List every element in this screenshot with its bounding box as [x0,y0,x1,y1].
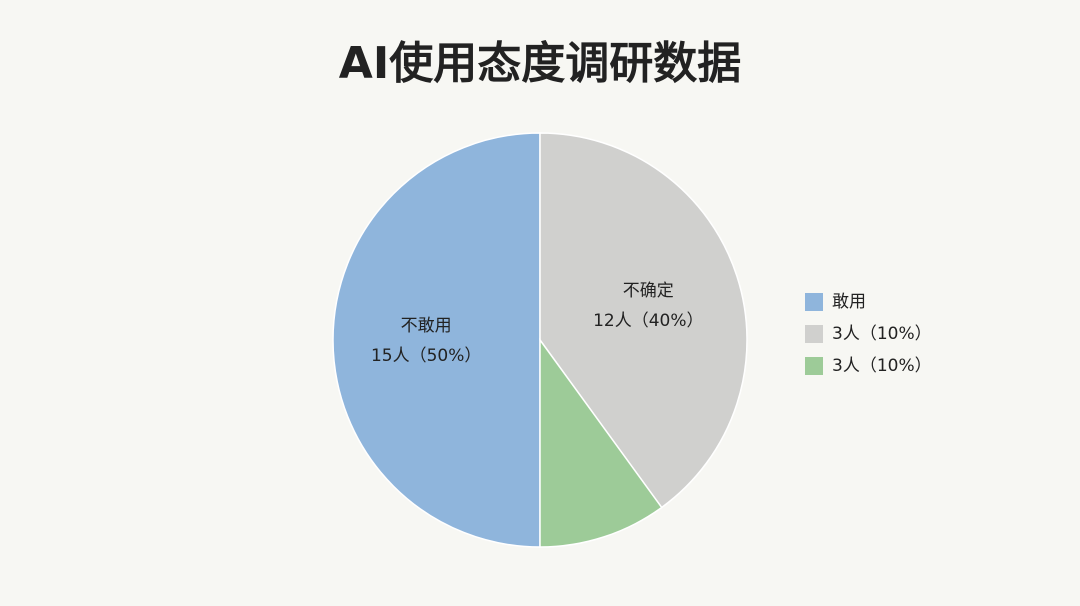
legend-label: 3人（10%） [832,324,932,344]
pie-slice [539,337,663,548]
slice-value-label: 12人（40%） [593,311,703,331]
slice-name: 不敢用 [401,316,452,336]
slice-name: 不确定 [623,281,674,301]
pie-slice [539,132,748,509]
legend-swatch [805,293,823,311]
chart-title: AI使用态度调研数据 [339,38,741,89]
legend-swatch [805,357,823,375]
slice-value-label: 15人（50%） [371,346,481,366]
legend-label: 敢用 [832,292,866,312]
legend-label: 3人（10%） [832,356,932,376]
legend-swatch [805,325,823,343]
pie-slice [332,132,541,548]
